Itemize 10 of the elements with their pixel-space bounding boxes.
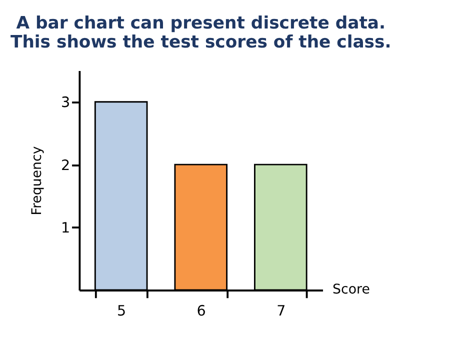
x-axis-title: Score: [332, 282, 370, 298]
x-tick-label: 6: [196, 303, 206, 320]
y-tick-label: 2: [61, 158, 70, 174]
x-tick-label: 5: [117, 303, 126, 320]
y-tick-label: 1: [61, 220, 70, 237]
y-axis-title: Frequency: [30, 146, 45, 216]
text: This shows the test scores of the class.: [10, 32, 392, 53]
x-tick-label: 7: [276, 303, 286, 320]
y-tick-label: 3: [61, 95, 70, 112]
text: A bar chart can present discrete data.: [16, 14, 386, 34]
